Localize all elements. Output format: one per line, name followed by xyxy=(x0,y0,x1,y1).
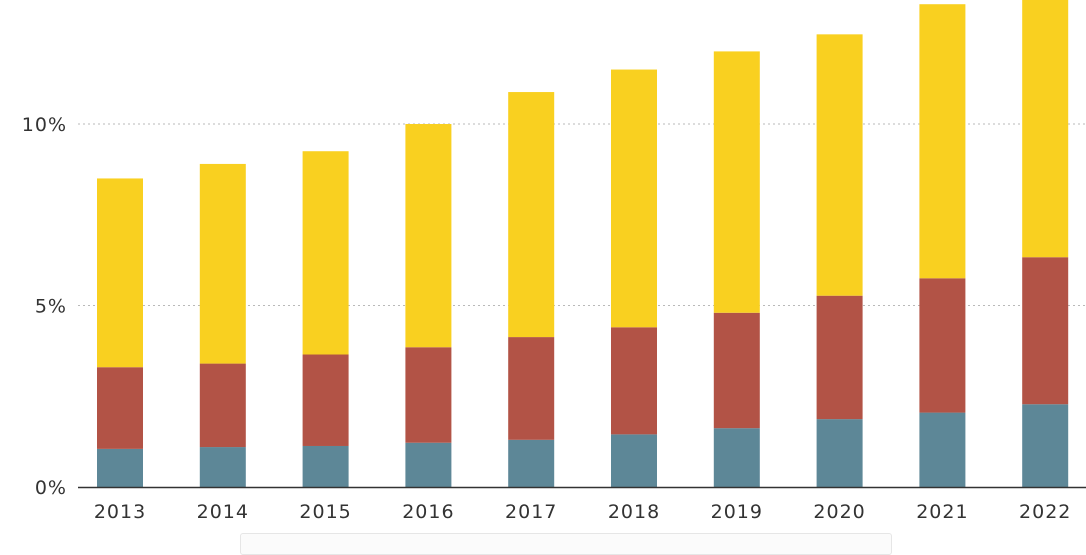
x-tick-label: 2017 xyxy=(505,501,557,523)
bar-segment xyxy=(1022,404,1069,487)
bar-segment xyxy=(1022,0,1069,258)
x-tick-label: 2020 xyxy=(813,501,865,523)
bar-segment xyxy=(713,312,760,429)
bar-segment xyxy=(199,363,246,448)
bar-segment xyxy=(508,92,555,338)
bar-segment xyxy=(816,34,863,296)
bar-segment xyxy=(97,367,143,449)
bar-segment xyxy=(816,419,863,487)
bar-segment xyxy=(199,163,246,364)
y-tick-label: 10% xyxy=(22,114,67,136)
bar-segment xyxy=(611,327,657,435)
bar-segment xyxy=(405,347,452,443)
y-tick-label: 5% xyxy=(35,296,67,318)
x-tick-label: 2013 xyxy=(94,501,146,523)
bar-segment xyxy=(611,69,657,328)
bar-segment xyxy=(816,295,863,420)
bar-segment xyxy=(508,439,555,487)
x-tick-label: 2015 xyxy=(299,501,351,523)
gridlines xyxy=(78,123,1086,306)
bar-segment xyxy=(97,448,143,487)
x-tick-label: 2021 xyxy=(916,501,968,523)
x-tick-label: 2022 xyxy=(1019,501,1071,523)
x-tick-label: 2016 xyxy=(402,501,454,523)
bar-segment xyxy=(713,51,760,313)
bar-segment xyxy=(405,442,452,487)
legend-panel xyxy=(240,533,892,555)
y-tick-label: 0% xyxy=(35,477,67,499)
bar-segment xyxy=(97,178,143,368)
x-tick-label: 2014 xyxy=(197,501,249,523)
bar-segment xyxy=(302,151,349,355)
bar-segment xyxy=(405,124,452,348)
stacked-bar-chart: 0% 5% 10% 2013 2014 2015 2016 2017 2018 2019 2020 2… xyxy=(22,0,1086,523)
bar-segment xyxy=(302,445,349,487)
bars xyxy=(97,0,1069,487)
bar-segment xyxy=(508,337,555,440)
bar-segment xyxy=(919,4,966,279)
bar-segment xyxy=(1022,257,1069,405)
bar-segment xyxy=(302,354,349,446)
bar-segment xyxy=(199,447,246,487)
axes: 0% 5% 10% 2013 2014 2015 2016 2017 2018 2019 2020 2… xyxy=(22,114,1086,523)
x-tick-label: 2019 xyxy=(711,501,763,523)
x-tick-label: 2018 xyxy=(608,501,660,523)
bar-segment xyxy=(919,412,966,487)
bar-segment xyxy=(713,428,760,487)
bar-segment xyxy=(919,278,966,413)
bar-segment xyxy=(611,434,657,487)
